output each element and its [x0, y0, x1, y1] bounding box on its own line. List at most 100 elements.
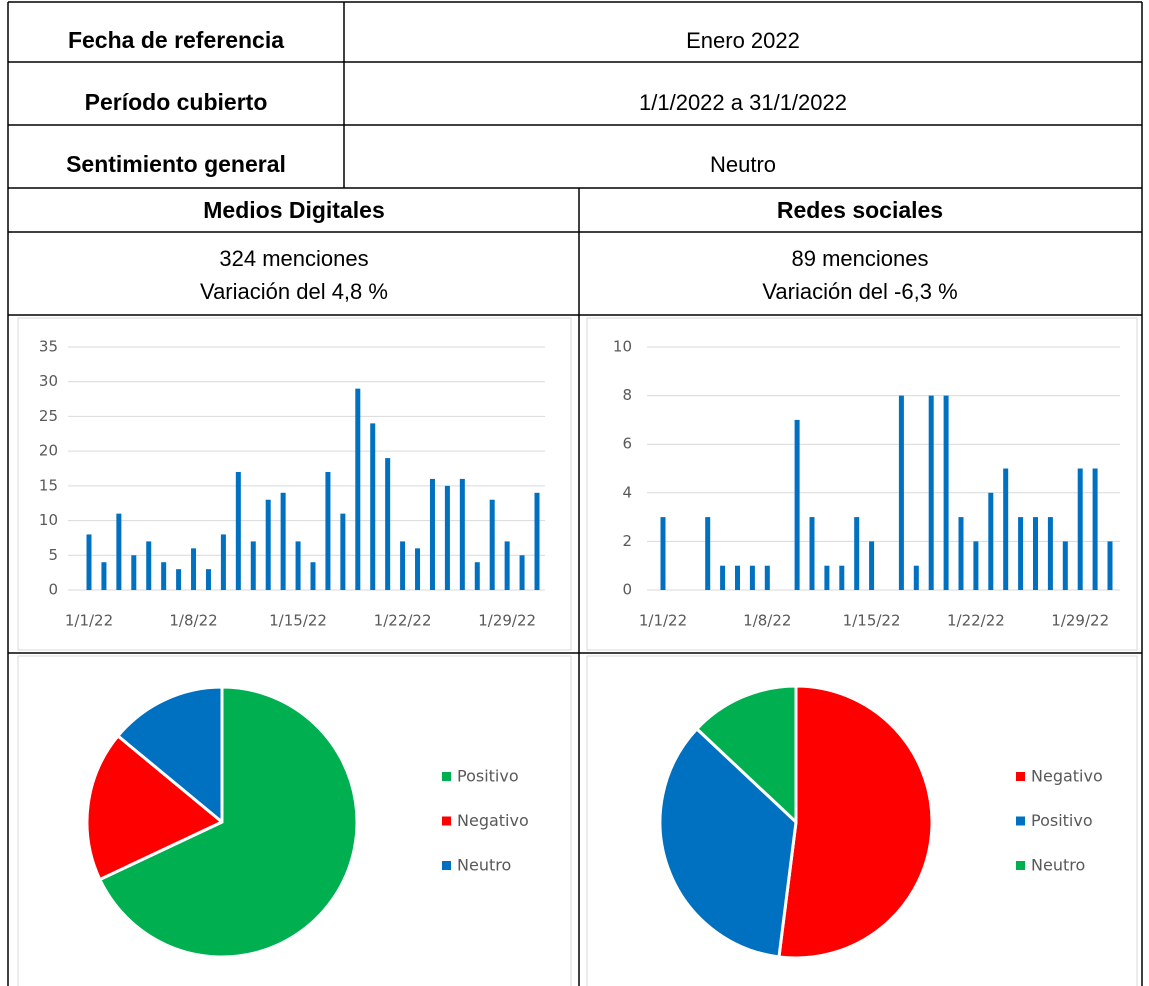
y-tick-label: 6 [622, 435, 632, 453]
bar [764, 565, 770, 590]
row-value: 1/1/2022 a 31/1/2022 [639, 90, 847, 115]
y-tick-label: 10 [613, 338, 632, 356]
y-tick-label: 20 [39, 442, 58, 460]
bar [295, 541, 301, 590]
legend-marker [442, 772, 451, 781]
bar [474, 562, 480, 590]
bar [809, 517, 815, 590]
legend-label: Negativo [457, 811, 529, 830]
bar [519, 555, 525, 590]
table-borders [7, 1, 1143, 986]
x-tick-label: 1/29/22 [478, 612, 536, 630]
bar [355, 388, 361, 590]
x-tick-label: 1/15/22 [843, 612, 901, 630]
bar [534, 492, 540, 590]
bar [504, 541, 510, 590]
bar [310, 562, 316, 590]
bar [265, 499, 271, 590]
y-tick-label: 4 [622, 483, 632, 501]
bar [280, 492, 286, 590]
mentions: 89 menciones [792, 246, 929, 271]
bar [854, 517, 860, 590]
bar [1062, 541, 1068, 590]
bar [220, 534, 226, 590]
bar [824, 565, 830, 590]
legend-label: Positivo [457, 767, 519, 786]
bar [116, 513, 122, 590]
bar [444, 485, 450, 590]
bar [86, 534, 92, 590]
row-value: Enero 2022 [686, 28, 800, 53]
bar [191, 548, 197, 590]
variation: Variación del 4,8 % [200, 279, 388, 304]
bar [1107, 541, 1113, 590]
bar [415, 548, 421, 590]
row-label: Sentimiento general [66, 151, 286, 177]
mentions: 324 menciones [219, 246, 368, 271]
bar [988, 492, 994, 590]
bar [749, 565, 755, 590]
bar [101, 562, 107, 590]
x-tick-label: 1/8/22 [743, 612, 791, 630]
legend-marker [1016, 772, 1025, 781]
table-text: Fecha de referencia Enero 2022 Período c… [66, 27, 958, 304]
y-tick-label: 15 [39, 476, 58, 494]
chart-frames [17, 317, 1138, 986]
row-label: Fecha de referencia [68, 27, 284, 53]
bar [1033, 517, 1038, 590]
y-tick-label: 2 [622, 532, 632, 550]
legend-label: Negativo [1031, 767, 1103, 786]
bar [1077, 468, 1083, 590]
y-tick-label: 0 [622, 581, 632, 599]
legend-marker [1016, 861, 1025, 870]
pie-slice [85, 734, 224, 881]
legend-label: Positivo [1031, 811, 1093, 830]
legend-marker [442, 861, 451, 870]
bar [370, 423, 376, 590]
bar [400, 541, 406, 590]
section-title: Redes sociales [777, 197, 943, 223]
y-tick-label: 5 [48, 546, 58, 564]
bar [839, 565, 845, 590]
bar [429, 478, 435, 590]
x-tick-label: 1/1/22 [639, 612, 687, 630]
bar [1092, 468, 1098, 590]
legend-marker [442, 816, 451, 826]
bar [913, 565, 919, 590]
legend-marker [1016, 816, 1025, 826]
pie-slice [116, 685, 224, 824]
variation: Variación del -6,3 % [762, 279, 957, 304]
bar [250, 541, 256, 590]
x-tick-label: 1/22/22 [947, 612, 1005, 630]
bar [459, 478, 465, 590]
bar [161, 562, 167, 590]
bar [943, 395, 949, 590]
pie-slice [658, 727, 798, 959]
y-tick-label: 35 [39, 338, 58, 356]
y-tick-label: 8 [622, 386, 632, 404]
bar [489, 499, 495, 590]
x-tick-label: 1/8/22 [169, 612, 217, 630]
bar [325, 471, 331, 590]
pie-slice [777, 684, 934, 960]
bar [1047, 517, 1053, 590]
y-tick-label: 10 [39, 511, 58, 529]
bar [146, 541, 152, 590]
y-tick-label: 30 [39, 372, 58, 390]
legend-label: Neutro [457, 856, 511, 875]
pie-slice [98, 685, 359, 959]
bar [235, 471, 241, 590]
y-tick-label: 0 [48, 581, 58, 599]
x-tick-label: 1/15/22 [269, 612, 327, 630]
section-title: Medios Digitales [203, 197, 384, 223]
row-value: Neutro [710, 152, 776, 177]
row-label: Período cubierto [85, 89, 268, 115]
bar [131, 555, 137, 590]
bar [794, 419, 800, 590]
bar [928, 395, 934, 590]
pie-slice [695, 684, 798, 824]
bar [720, 565, 726, 590]
bar [898, 395, 904, 590]
bar [176, 569, 182, 590]
